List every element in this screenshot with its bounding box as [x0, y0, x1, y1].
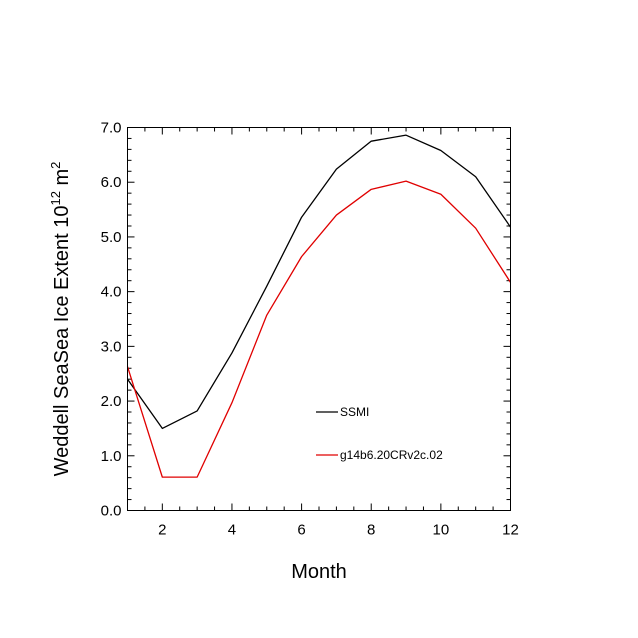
legend: SSMI g14b6.20CRv2c.02: [316, 405, 443, 462]
x-tick-label-10: 10: [433, 522, 450, 539]
y-tick-label-1: 1.0: [101, 448, 122, 465]
y-axis-title-main: Weddell SeaSea Ice Extent 10: [51, 206, 73, 477]
y-axis-title-exponent: 12: [48, 191, 63, 205]
y-tick-label-2: 2.0: [101, 393, 122, 410]
legend-label-ssmi: SSMI: [340, 405, 369, 419]
tick-labels: 2 4 6 8 10 12 0.0 1.0 2.0 3.0 4.0 5.0 6.0 7.0: [101, 120, 519, 539]
y-axis-title-unit: m: [51, 169, 73, 191]
x-tick-label-2: 2: [158, 522, 166, 539]
x-tick-label-12: 12: [502, 522, 519, 539]
series-lines: [126, 134, 512, 478]
x-tick-label-8: 8: [367, 522, 375, 539]
x-axis-title: Month: [291, 561, 347, 583]
y-axis-title: Weddell SeaSea Ice Extent 1012 m2: [48, 162, 73, 477]
y-tick-label-3: 3.0: [101, 338, 122, 355]
y-axis-title-unit-exponent: 2: [48, 162, 63, 169]
y-tick-label-7: 7.0: [101, 120, 122, 137]
x-tick-label-6: 6: [297, 522, 305, 539]
series-line-model: [126, 180, 512, 478]
y-tick-label-6: 6.0: [101, 174, 122, 191]
series-line-ssmi: [126, 134, 512, 430]
axis-ticks: [127, 127, 511, 511]
y-tick-label-0: 0.0: [101, 503, 122, 520]
y-tick-label-4: 4.0: [101, 284, 122, 301]
plot-frame: [127, 127, 511, 511]
x-tick-label-4: 4: [228, 522, 236, 539]
legend-label-model: g14b6.20CRv2c.02: [340, 448, 443, 462]
y-tick-label-5: 5.0: [101, 229, 122, 246]
